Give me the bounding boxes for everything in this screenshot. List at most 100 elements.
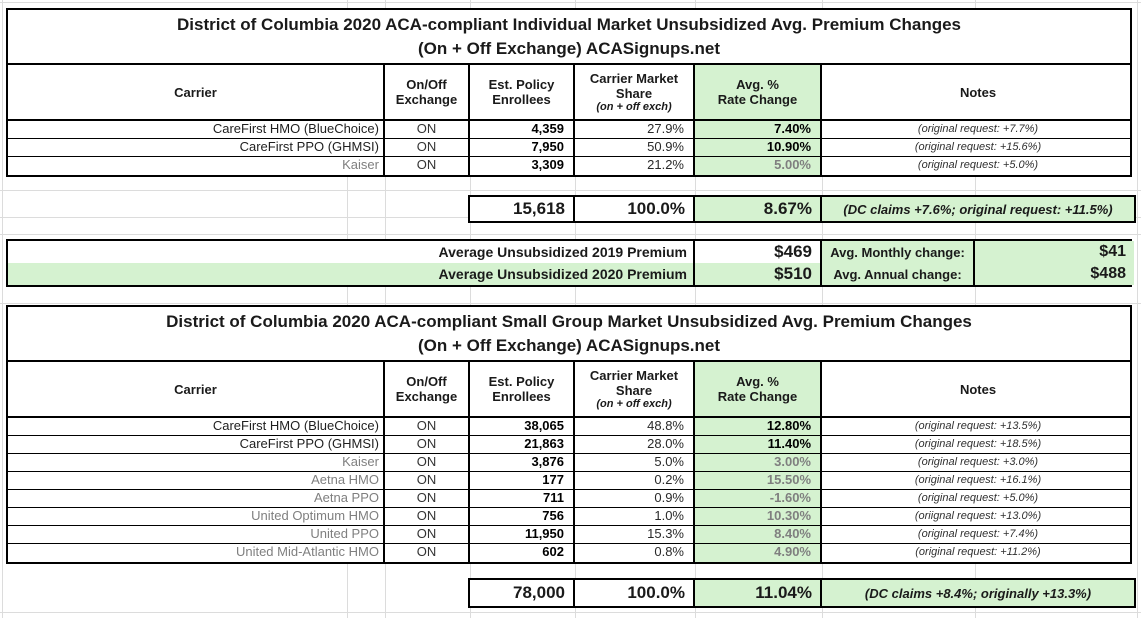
individual-market-table: District of Columbia 2020 ACA-compliant … — [6, 8, 1132, 177]
market-share-cell: 0.8% — [575, 544, 695, 562]
table-row: United Optimum HMO ON 756 1.0% 10.30% (o… — [8, 508, 1130, 526]
small-group-total-row: 78,000 100.0% 11.04% (DC claims +8.4%; o… — [468, 578, 1136, 608]
premium-value-cell: $510 — [695, 263, 822, 285]
carrier-cell: Kaiser — [8, 157, 385, 175]
carrier-cell: CareFirst HMO (BlueChoice) — [8, 418, 385, 435]
table-row: CareFirst PPO (GHMSI) ON 7,950 50.9% 10.… — [8, 139, 1130, 157]
exchange-cell: ON — [385, 157, 470, 175]
exchange-cell: ON — [385, 544, 470, 562]
rate-change-cell: 10.90% — [695, 139, 822, 156]
exchange-cell: ON — [385, 472, 470, 489]
grid-line — [0, 612, 1141, 613]
table-row: Aetna HMO ON 177 0.2% 15.50% (original r… — [8, 472, 1130, 490]
notes-cell: (original request: +5.0%) — [917, 492, 1039, 504]
table-header-row: Carrier On/Off Exchange Est. Policy Enroll… — [8, 362, 1130, 418]
individual-total-row: 15,618 100.0% 8.67% (DC claims +7.6%; or… — [468, 195, 1136, 223]
enrollees-cell: 38,065 — [470, 418, 575, 435]
grid-line — [1137, 0, 1138, 618]
enrollees-cell: 756 — [470, 508, 575, 525]
notes-cell: (original request: +7.7%) — [917, 123, 1039, 135]
carrier-cell: CareFirst PPO (GHMSI) — [8, 139, 385, 156]
market-share-cell: 15.3% — [575, 526, 695, 543]
header-rate-change: Avg. % Rate Change — [695, 65, 822, 119]
notes-cell: (original request: +16.1%) — [914, 474, 1042, 486]
header-exchange: On/Off Exchange — [385, 362, 470, 416]
notes-cell: (original request: +15.6%) — [914, 141, 1042, 153]
carrier-cell: United Optimum HMO — [8, 508, 385, 525]
rate-change-cell: 3.00% — [695, 454, 822, 471]
table-title: District of Columbia 2020 ACA-compliant … — [8, 10, 1130, 65]
total-enrollees-cell: 15,618 — [470, 197, 575, 221]
enrollees-cell: 3,876 — [470, 454, 575, 471]
change-value-cell: $488 — [975, 263, 1134, 285]
exchange-cell: ON — [385, 508, 470, 525]
table-title: District of Columbia 2020 ACA-compliant … — [8, 307, 1130, 362]
total-share-cell: 100.0% — [575, 580, 695, 606]
header-enrollees: Est. Policy Enrollees — [470, 65, 575, 119]
change-label-cell: Avg. Annual change: — [822, 263, 975, 285]
table-body: CareFirst HMO (BlueChoice) ON 4,359 27.9… — [8, 121, 1130, 175]
enrollees-cell: 7,950 — [470, 139, 575, 156]
premium-label-cell: Average Unsubsidized 2019 Premium — [8, 241, 695, 263]
market-share-cell: 21.2% — [575, 157, 695, 175]
premium-summary-box: Average Unsubsidized 2019 Premium $469 A… — [6, 239, 1134, 287]
carrier-cell: United Mid-Atlantic HMO — [8, 544, 385, 562]
rate-change-cell: 5.00% — [695, 157, 822, 175]
market-share-cell: 48.8% — [575, 418, 695, 435]
enrollees-cell: 4,359 — [470, 121, 575, 138]
title-line-2: (On + Off Exchange) ACASignups.net — [417, 336, 721, 355]
total-rate-cell: 8.67% — [695, 197, 822, 221]
table-row: Kaiser ON 3,876 5.0% 3.00% (original req… — [8, 454, 1130, 472]
market-share-cell: 28.0% — [575, 436, 695, 453]
exchange-cell: ON — [385, 490, 470, 507]
carrier-cell: CareFirst PPO (GHMSI) — [8, 436, 385, 453]
header-carrier: Carrier — [8, 362, 385, 416]
rate-change-cell: 15.50% — [695, 472, 822, 489]
table-row: CareFirst PPO (GHMSI) ON 21,863 28.0% 11… — [8, 436, 1130, 454]
market-share-cell: 0.2% — [575, 472, 695, 489]
total-notes-cell: (DC claims +8.4%; originally +13.3%) — [822, 580, 1134, 606]
carrier-cell: Kaiser — [8, 454, 385, 471]
table-header-row: Carrier On/Off Exchange Est. Policy Enroll… — [8, 65, 1130, 121]
market-share-cell: 50.9% — [575, 139, 695, 156]
total-share-cell: 100.0% — [575, 197, 695, 221]
enrollees-cell: 602 — [470, 544, 575, 562]
carrier-cell: United PPO — [8, 526, 385, 543]
notes-cell: (original request: +18.5%) — [914, 438, 1042, 450]
header-notes: Notes — [959, 381, 997, 397]
rate-change-cell: 7.40% — [695, 121, 822, 138]
header-market-share: Carrier Market Share (on + off exch) — [575, 362, 695, 416]
total-enrollees-cell: 78,000 — [470, 580, 575, 606]
table-row: Aetna PPO ON 711 0.9% -1.60% (original r… — [8, 490, 1130, 508]
premium-label-cell: Average Unsubsidized 2020 Premium — [8, 263, 695, 285]
table-row: CareFirst HMO (BlueChoice) ON 38,065 48.… — [8, 418, 1130, 436]
table-body: CareFirst HMO (BlueChoice) ON 38,065 48.… — [8, 418, 1130, 562]
table-row: United Mid-Atlantic HMO ON 602 0.8% 4.90… — [8, 544, 1130, 562]
header-market-share: Carrier Market Share (on + off exch) — [575, 65, 695, 119]
grid-line — [0, 190, 1141, 191]
market-share-cell: 27.9% — [575, 121, 695, 138]
grid-line — [0, 303, 1141, 304]
small-group-market-table: District of Columbia 2020 ACA-compliant … — [6, 305, 1132, 564]
notes-cell: (original request: +5.0%) — [917, 159, 1039, 171]
market-share-cell: 1.0% — [575, 508, 695, 525]
enrollees-cell: 21,863 — [470, 436, 575, 453]
header-notes: Notes — [959, 84, 997, 100]
exchange-cell: ON — [385, 454, 470, 471]
carrier-cell: CareFirst HMO (BlueChoice) — [8, 121, 385, 138]
title-line-2: (On + Off Exchange) ACASignups.net — [417, 39, 721, 58]
premium-summary-row: Average Unsubsidized 2020 Premium $510 A… — [8, 263, 1134, 285]
exchange-cell: ON — [385, 526, 470, 543]
grid-line — [2, 0, 3, 618]
exchange-cell: ON — [385, 418, 470, 435]
market-share-cell: 0.9% — [575, 490, 695, 507]
enrollees-cell: 11,950 — [470, 526, 575, 543]
premium-summary-row: Average Unsubsidized 2019 Premium $469 A… — [8, 241, 1134, 263]
table-row: Kaiser ON 3,309 21.2% 5.00% (original re… — [8, 157, 1130, 175]
header-carrier: Carrier — [8, 65, 385, 119]
rate-change-cell: 10.30% — [695, 508, 822, 525]
title-line-1: District of Columbia 2020 ACA-compliant … — [166, 312, 972, 331]
header-enrollees: Est. Policy Enrollees — [470, 362, 575, 416]
premium-value-cell: $469 — [695, 241, 822, 263]
